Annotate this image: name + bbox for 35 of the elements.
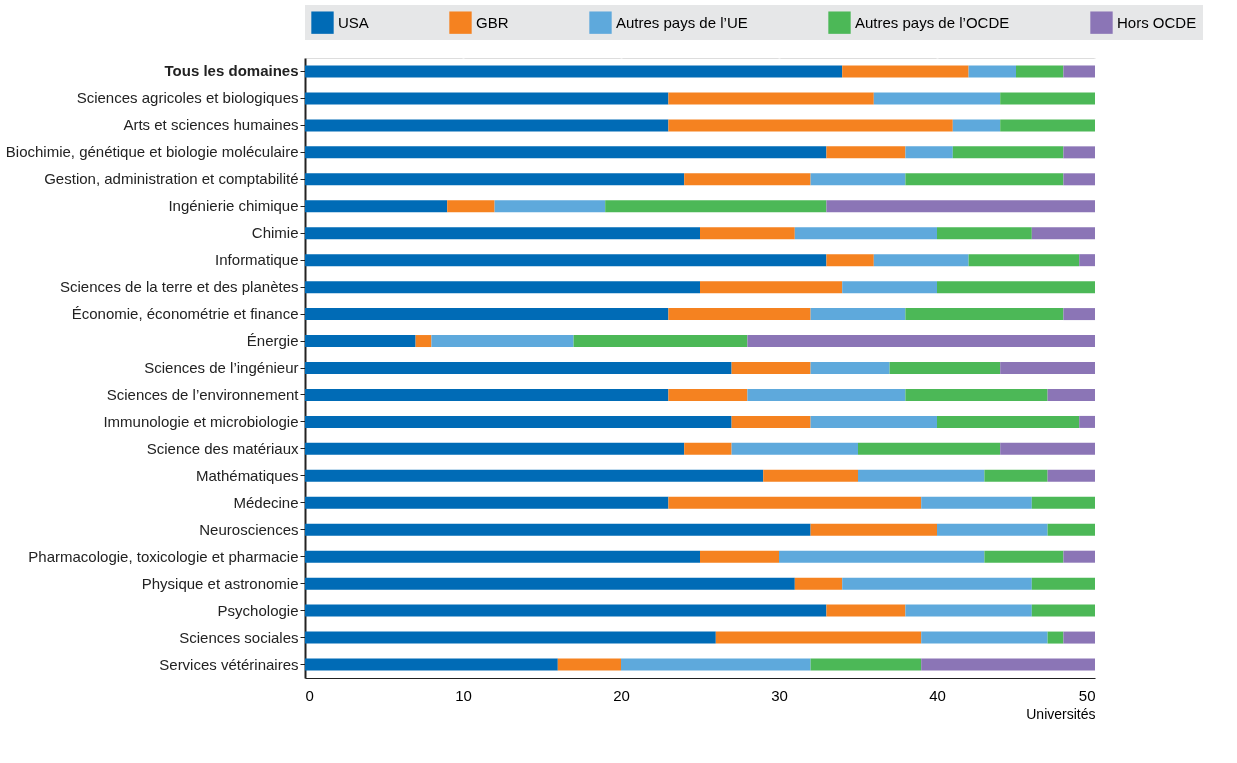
legend-label: USA [338, 13, 369, 31]
y-tick-label: Sciences agricoles et biologiques [76, 89, 299, 107]
y-tick-label: Médecine [233, 493, 299, 511]
y-tick-label: Sciences de l’ingénieur [144, 359, 299, 376]
x-tick-label: 10 [455, 686, 472, 704]
y-tick-label: Services vétérinaires [159, 655, 299, 673]
x-tick-label: 0 [305, 686, 314, 704]
y-tick-label: Ingénierie chimique [168, 197, 299, 215]
x-tick-label: 20 [613, 686, 630, 704]
x-axis-title: Universités [1026, 705, 1096, 722]
x-tick-label: 40 [929, 686, 946, 704]
y-tick-label: Physique et astronomie [141, 574, 299, 592]
y-tick-label: Psychologie [217, 601, 299, 619]
y-tick-label: Sciences de l’environnement [106, 385, 300, 403]
y-tick-label: Sciences sociales [179, 628, 299, 646]
x-tick-label: 30 [771, 686, 788, 704]
y-tick-label: Économie, économétrie et finance [71, 305, 299, 323]
legend-label: Autres pays de l’UE [616, 13, 748, 31]
y-tick-label: Tous les domaines [164, 62, 299, 80]
y-tick-label: Mathématiques [195, 466, 299, 484]
legend-label: Autres pays de l’OCDE [855, 13, 1010, 31]
y-tick-label: Énergie [246, 332, 299, 350]
y-tick-label: Immunologie et microbiologie [103, 412, 299, 430]
x-tick-label: 50 [1078, 686, 1096, 704]
legend-label: Hors OCDE [1117, 13, 1197, 31]
y-tick-label: Pharmacologie, toxicologie et pharmacie [28, 547, 299, 565]
y-tick-label: Informatique [215, 251, 299, 269]
y-tick-label: Gestion, administration et comptabilité [44, 170, 299, 188]
legend-label: GBR [476, 13, 509, 31]
y-tick-label: Biochimie, génétique et biologie moléculaire [5, 143, 299, 161]
y-tick-label: Chimie [251, 224, 299, 242]
y-tick-label: Neurosciences [199, 520, 299, 538]
y-tick-label: Arts et sciences humaines [123, 116, 299, 134]
y-tick-label: Science des matériaux [146, 439, 299, 457]
y-tick-label: Sciences de la terre et des planètes [60, 278, 299, 296]
